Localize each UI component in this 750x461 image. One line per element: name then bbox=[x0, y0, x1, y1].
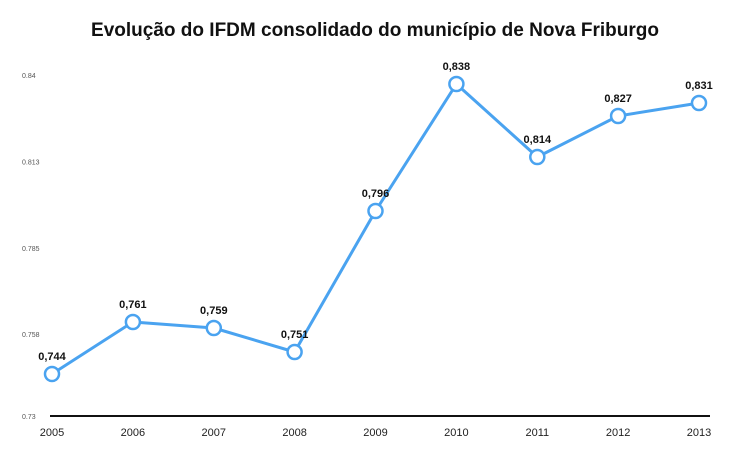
data-label: 0,827 bbox=[604, 93, 632, 105]
data-label: 0,761 bbox=[119, 299, 147, 311]
data-points bbox=[43, 75, 708, 383]
y-tick-label: 0.758 bbox=[22, 332, 40, 339]
x-tick-label: 2006 bbox=[121, 427, 145, 439]
data-label: 0,831 bbox=[685, 80, 713, 92]
data-labels: 0,744 0,761 0,759 0,751 0,796 0,838 0,814 0,827… bbox=[38, 61, 713, 363]
x-tick-label: 2013 bbox=[687, 427, 711, 439]
chart-title: Evolução do IFDM consolidado do municípi… bbox=[91, 20, 659, 41]
series-line bbox=[51, 82, 700, 376]
x-tick-label: 2008 bbox=[282, 427, 306, 439]
data-point[interactable] bbox=[609, 107, 627, 125]
x-tick-label: 2010 bbox=[444, 427, 468, 439]
x-tick-label: 2007 bbox=[202, 427, 226, 439]
x-tick-label: 2005 bbox=[40, 427, 64, 439]
data-label: 0,838 bbox=[443, 61, 471, 73]
y-tick-label: 0.785 bbox=[22, 246, 40, 253]
data-label: 0,744 bbox=[38, 351, 66, 363]
y-tick-label: 0.813 bbox=[22, 159, 40, 166]
data-point[interactable] bbox=[367, 202, 384, 220]
x-tick-label: 2012 bbox=[606, 427, 630, 439]
data-point[interactable] bbox=[690, 94, 708, 112]
data-point[interactable] bbox=[448, 75, 465, 93]
x-tick-label: 2011 bbox=[525, 427, 549, 439]
data-point[interactable] bbox=[529, 148, 546, 166]
x-tick-label: 2009 bbox=[363, 427, 387, 439]
y-tick-label: 0.84 bbox=[22, 73, 36, 80]
data-label: 0,759 bbox=[200, 305, 228, 317]
x-axis: 2005 2006 2007 2008 2009 2010 2011 2012 2013 bbox=[40, 427, 711, 439]
data-point[interactable] bbox=[286, 343, 303, 361]
data-label: 0,796 bbox=[362, 188, 390, 200]
data-point[interactable] bbox=[124, 313, 142, 331]
data-label: 0,751 bbox=[281, 329, 309, 341]
y-axis: 0.73 0.758 0.785 0.813 0.84 bbox=[22, 73, 40, 421]
data-point[interactable] bbox=[43, 365, 61, 383]
y-tick-label: 0.73 bbox=[22, 414, 36, 421]
data-point[interactable] bbox=[205, 319, 223, 337]
data-label: 0,814 bbox=[524, 134, 552, 146]
